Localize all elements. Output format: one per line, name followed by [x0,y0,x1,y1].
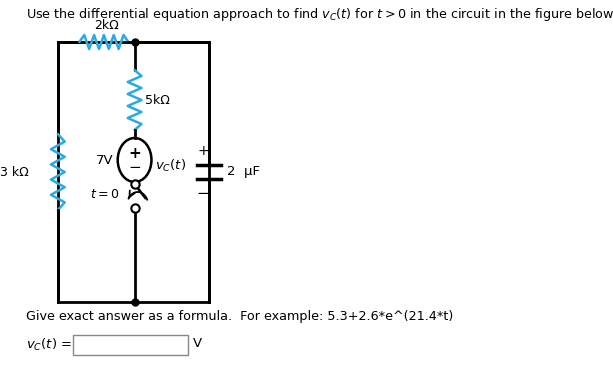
Text: V: V [193,337,202,350]
Text: 2  μF: 2 μF [227,166,261,178]
Text: Give exact answer as a formula.  For example: 5.3+2.6*e^(21.4*t): Give exact answer as a formula. For exam… [26,310,453,323]
Text: 5kΩ: 5kΩ [145,94,169,106]
Text: −: − [128,160,141,174]
Text: $v_C(t)$: $v_C(t)$ [154,158,186,174]
Text: Use the differential equation approach to find $v_C(t)$ for $t > 0$ in the circu: Use the differential equation approach t… [26,6,613,23]
Text: 7V: 7V [96,153,114,167]
Text: −: − [197,186,209,201]
Text: 2kΩ: 2kΩ [94,19,118,32]
Text: $t = 0$: $t = 0$ [90,188,120,200]
Text: +: + [197,144,208,158]
Text: $v_C(t)$ =: $v_C(t)$ = [26,337,72,353]
Text: 3 kΩ: 3 kΩ [0,166,29,178]
Text: +: + [128,145,141,160]
FancyBboxPatch shape [73,335,188,355]
